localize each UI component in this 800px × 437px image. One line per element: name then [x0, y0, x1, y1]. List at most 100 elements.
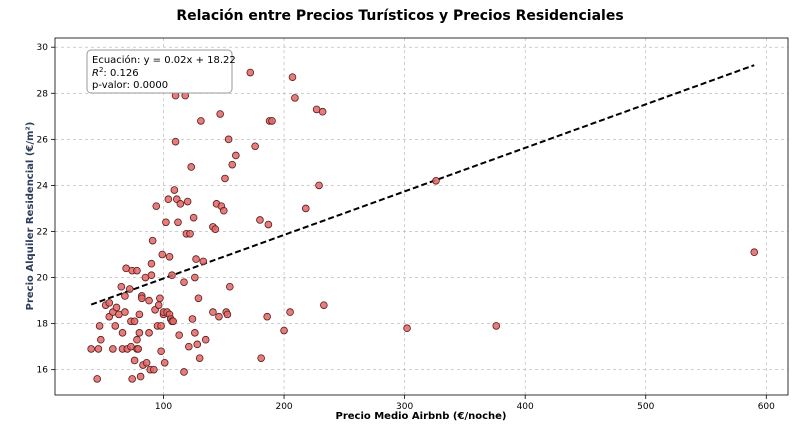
data-point: [130, 317, 139, 326]
data-point: [228, 160, 237, 169]
data-point: [185, 342, 193, 351]
data-points: [87, 68, 759, 383]
data-point: [135, 310, 144, 319]
data-point: [117, 282, 126, 291]
x-tick-label: 400: [517, 402, 534, 412]
y-tick-label: 30: [37, 43, 49, 53]
x-tick-label: 200: [275, 402, 292, 412]
data-point: [318, 107, 327, 116]
data-point: [280, 326, 288, 335]
data-point: [147, 271, 156, 280]
data-point: [109, 345, 117, 353]
regression-line: [90, 64, 755, 306]
data-point: [171, 137, 180, 146]
data-point: [209, 308, 217, 316]
data-point: [157, 347, 165, 356]
data-point: [162, 218, 170, 227]
y-tick-label: 26: [37, 135, 49, 145]
data-point: [111, 322, 120, 330]
x-tick-label: 500: [637, 402, 654, 412]
data-point: [750, 248, 759, 257]
data-point: [194, 294, 203, 303]
y-tick-label: 24: [37, 181, 49, 191]
data-point: [148, 236, 157, 245]
annotation-equation: Ecuación: y = 0.02x + 18.22: [92, 54, 236, 66]
data-point: [215, 312, 223, 321]
data-point: [121, 308, 129, 316]
data-point: [147, 259, 156, 268]
y-axis-ticks: 16 18 20 22 24 26 28 30: [37, 43, 55, 376]
data-point: [145, 329, 153, 337]
data-point: [226, 282, 234, 291]
data-point: [492, 322, 501, 330]
data-point: [224, 135, 233, 144]
data-point: [193, 340, 202, 349]
x-tick-label: 600: [758, 402, 775, 412]
data-point: [264, 220, 273, 229]
data-point: [263, 312, 271, 321]
y-tick-label: 28: [37, 89, 49, 99]
data-point: [251, 142, 259, 151]
data-point: [291, 94, 299, 102]
x-tick-label: 300: [396, 402, 413, 412]
data-point: [191, 273, 199, 282]
data-point: [156, 294, 164, 303]
x-axis-ticks: 100 200 300 400 500 600: [155, 395, 775, 412]
data-point: [211, 225, 220, 233]
data-point: [169, 317, 177, 326]
data-point: [268, 117, 276, 125]
data-point: [134, 345, 142, 353]
data-point: [223, 310, 232, 319]
data-point: [201, 335, 210, 344]
data-point: [97, 335, 105, 344]
data-point: [432, 177, 440, 185]
data-point: [180, 368, 188, 376]
data-point: [118, 329, 127, 337]
y-tick-label: 16: [37, 366, 49, 376]
data-point: [164, 195, 173, 204]
data-point: [197, 117, 205, 125]
data-point: [403, 324, 411, 333]
data-point: [301, 204, 310, 213]
data-point: [133, 335, 141, 344]
data-point: [219, 206, 228, 215]
annotation-box: [86, 49, 233, 94]
data-point: [150, 365, 158, 374]
data-point: [288, 73, 297, 81]
data-point: [174, 218, 182, 227]
data-point: [94, 345, 103, 353]
y-tick-label: 20: [37, 274, 49, 284]
data-point: [158, 250, 167, 259]
data-point: [199, 257, 208, 266]
data-point: [189, 213, 198, 222]
data-point: [286, 308, 294, 316]
annotation-pvalue: p-valor: 0.0000: [92, 80, 168, 91]
data-point: [191, 329, 199, 337]
data-point: [192, 255, 200, 263]
data-point: [170, 186, 179, 194]
data-point: [133, 266, 141, 275]
data-point: [95, 322, 104, 330]
regression-line-group: [90, 64, 755, 306]
data-point: [315, 181, 323, 190]
data-point: [168, 271, 176, 280]
data-point: [142, 358, 151, 367]
data-point: [87, 345, 95, 353]
x-axis-label: Precio Medio Airbnb (€/noche): [335, 411, 506, 422]
data-point: [186, 229, 194, 238]
data-point: [130, 356, 139, 365]
x-tick-label: 100: [155, 402, 172, 412]
data-point: [112, 303, 121, 312]
data-point: [320, 301, 328, 309]
stats-annotation: Ecuación: y = 0.02x + 18.22 R2: 0.126 p-…: [86, 49, 236, 94]
data-point: [256, 216, 264, 224]
plot-frame: [54, 37, 789, 396]
data-point: [138, 294, 146, 303]
data-point: [105, 299, 114, 307]
data-point: [216, 110, 224, 118]
data-point: [135, 329, 144, 337]
data-point: [188, 315, 197, 323]
data-point: [246, 68, 255, 77]
annotation-r2: R2: 0.126: [92, 66, 139, 79]
